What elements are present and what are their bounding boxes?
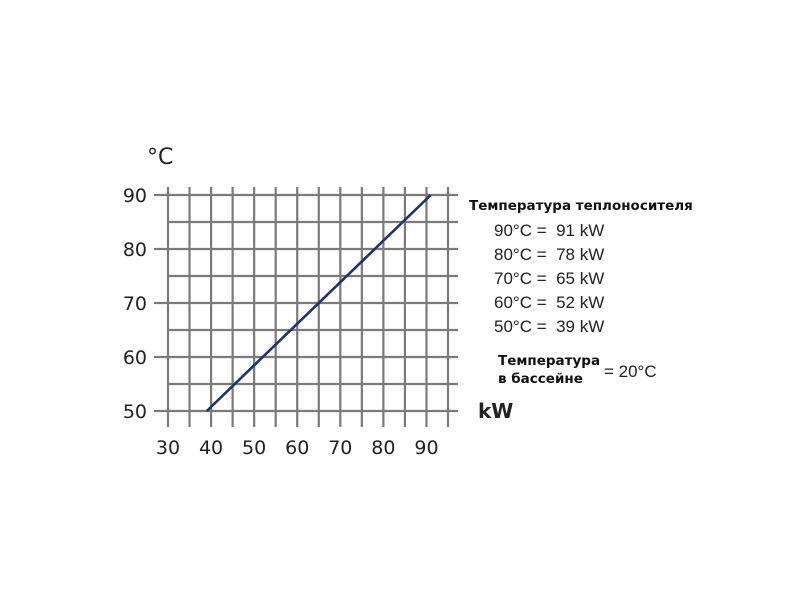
- pool-temperature-label: Температура в бассейне: [498, 352, 600, 388]
- y-tick-label: 90: [123, 185, 147, 207]
- legend-item: 60°C = 52 kW: [494, 293, 605, 312]
- series-line: [205, 194, 432, 412]
- x-tick-label: 70: [328, 437, 352, 459]
- legend-item: 70°C = 65 kW: [494, 269, 605, 288]
- x-tick-labels: 30 40 50 60 70 80 90: [156, 437, 439, 459]
- x-tick-label: 60: [285, 437, 309, 459]
- y-tick-label: 70: [123, 293, 147, 315]
- legend-item: 50°C = 39 kW: [494, 317, 605, 336]
- legend-list: 90°C = 91 kW 80°C = 78 kW 70°C = 65 kW 6…: [494, 219, 604, 339]
- x-tick-label: 90: [414, 437, 438, 459]
- y-tick-label: 50: [123, 401, 147, 423]
- y-tick-label: 80: [123, 239, 147, 261]
- legend-item: 80°C = 78 kW: [494, 245, 605, 264]
- x-tick-label: 30: [156, 437, 180, 459]
- y-tick-label: 60: [123, 347, 147, 369]
- grid: [154, 187, 458, 427]
- pool-temperature-value: = 20°C: [604, 362, 657, 381]
- legend-item: 90°C = 91 kW: [494, 221, 605, 240]
- x-axis-label: kW: [478, 399, 513, 423]
- pool-label-line2: в бассейне: [498, 371, 583, 387]
- x-tick-label: 80: [371, 437, 395, 459]
- x-tick-label: 50: [242, 437, 266, 459]
- x-tick-label: 40: [199, 437, 223, 459]
- y-tick-labels: 90 80 70 60 50: [123, 185, 147, 423]
- y-axis-label: °C: [147, 145, 173, 170]
- pool-label-line1: Температура: [498, 353, 601, 369]
- series-line-group: [205, 194, 432, 412]
- legend-title: Температура теплоносителя: [469, 198, 693, 214]
